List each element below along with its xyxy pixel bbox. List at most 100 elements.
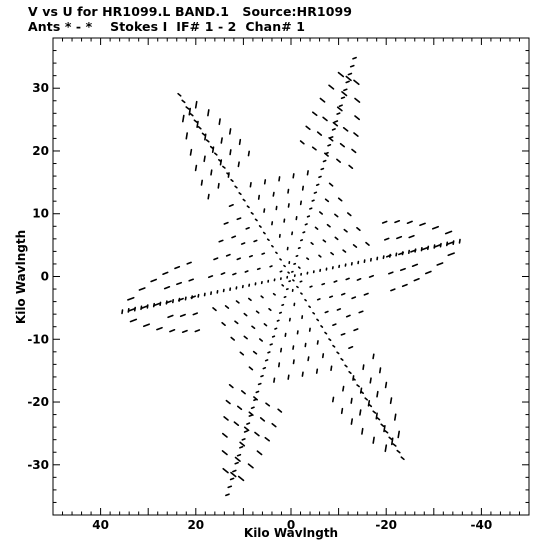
uv-point [223, 416, 229, 421]
uv-point [235, 300, 240, 304]
uv-point [323, 152, 329, 157]
uv-point [263, 208, 266, 213]
uv-point [262, 366, 267, 370]
uv-point [368, 274, 375, 278]
plot-frame [52, 37, 530, 516]
uv-point [185, 132, 188, 140]
uv-point [299, 280, 303, 283]
uv-point [234, 461, 239, 465]
tick-labels: 40 20 0 -20 -40 30 20 10 0 -10 -20 -30 [27, 81, 492, 532]
uv-point [434, 244, 442, 248]
uv-point [304, 298, 307, 302]
uv-point [150, 278, 157, 283]
uv-point [458, 238, 461, 244]
uv-point [279, 258, 282, 261]
uv-point [324, 198, 330, 203]
uv-point [254, 431, 260, 437]
uv-point [238, 192, 242, 196]
uv-point [212, 307, 217, 312]
uv-point [229, 128, 232, 135]
uv-point [383, 424, 386, 433]
uv-point [223, 221, 229, 225]
uv-point [385, 254, 392, 258]
uv-point [372, 410, 377, 414]
uv-point [243, 335, 248, 340]
uv-point [251, 325, 256, 330]
uv-point [330, 365, 333, 372]
uv-point [339, 142, 346, 148]
uv-point [248, 411, 254, 416]
uv-point [336, 106, 343, 112]
uv-point [406, 220, 413, 224]
uv-point [243, 426, 250, 432]
uv-point [287, 188, 290, 194]
uv-point [156, 326, 163, 331]
uv-point [321, 282, 326, 286]
uv-point [248, 297, 252, 302]
uv-point [334, 213, 339, 218]
uv-point [243, 312, 248, 317]
uv-point [234, 320, 239, 325]
uv-point [383, 237, 390, 241]
uv-point [353, 132, 359, 137]
uv-point [250, 406, 255, 410]
uv-point [297, 266, 301, 269]
uv-point [225, 253, 231, 257]
uv-point [222, 467, 229, 474]
uv-point [225, 493, 230, 497]
uv-point [243, 430, 248, 433]
uv-point [257, 382, 262, 386]
uv-point [229, 149, 232, 156]
uv-point [185, 106, 190, 110]
uv-point [283, 295, 287, 299]
uv-point [176, 281, 182, 286]
uv-point [181, 329, 188, 334]
uv-point [356, 384, 360, 388]
uv-point [207, 109, 210, 117]
uv-point [336, 112, 341, 115]
uv-point [178, 297, 184, 302]
uv-point [227, 485, 233, 489]
uv-point [388, 436, 393, 441]
uv-point [297, 247, 301, 250]
uv-point [316, 318, 320, 322]
uv-point [350, 397, 353, 404]
uv-point [336, 351, 340, 355]
uv-point [315, 183, 320, 186]
y-tick-label: 0 [41, 270, 49, 284]
x-tick-label: 20 [187, 518, 204, 532]
uv-point [332, 121, 339, 127]
uv-point [230, 471, 237, 478]
uv-point [257, 194, 261, 200]
uv-point [348, 164, 354, 169]
uv-point [182, 114, 185, 123]
uv-point [271, 422, 277, 428]
uv-point [346, 212, 352, 217]
uv-point [299, 140, 305, 145]
uv-point [363, 292, 369, 296]
uv-point [422, 246, 429, 251]
uv-point [351, 148, 357, 154]
uv-point [328, 84, 335, 90]
uv-point [227, 172, 230, 178]
uv-point [354, 97, 361, 103]
uv-point [320, 167, 325, 171]
uv-point [221, 321, 226, 327]
uv-point [194, 164, 198, 172]
uv-point [350, 418, 354, 425]
uv-point [319, 97, 326, 103]
uv-point [253, 396, 259, 401]
uv-point [222, 432, 228, 438]
uv-point [232, 272, 237, 276]
uv-point [324, 310, 329, 314]
uv-point [392, 443, 397, 447]
uv-point [387, 271, 394, 275]
uv-point [358, 310, 364, 314]
uv-point [248, 255, 253, 258]
uv-point [255, 310, 260, 314]
uv-point [274, 327, 278, 330]
uv-point [287, 271, 290, 274]
uv-point [352, 244, 358, 248]
uv-point [322, 239, 327, 243]
uv-point [283, 264, 286, 268]
